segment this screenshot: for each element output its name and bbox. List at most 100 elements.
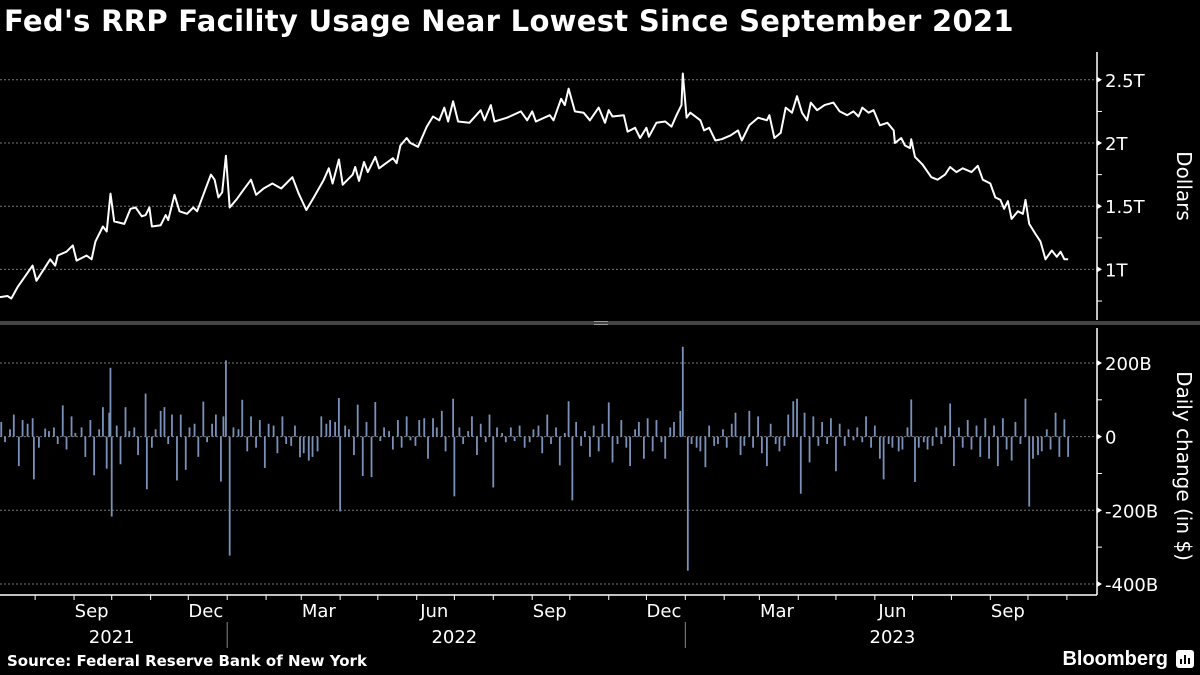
daily-change-bar <box>1005 436 1008 450</box>
daily-change-bar <box>294 425 296 437</box>
daily-change-bar <box>353 436 355 456</box>
daily-change-bar <box>799 436 802 494</box>
daily-change-bar <box>361 436 364 477</box>
daily-change-bar <box>1037 436 1039 456</box>
daily-change-bar <box>241 399 244 437</box>
daily-change-bar <box>108 412 111 437</box>
daily-change-bar <box>537 425 540 437</box>
daily-change-bar <box>467 431 470 437</box>
daily-change-bar <box>89 420 92 437</box>
daily-change-bar <box>686 436 689 571</box>
daily-change-bar <box>405 416 408 437</box>
daily-change-bar <box>739 436 742 456</box>
daily-change-bar <box>414 436 417 446</box>
daily-change-bar <box>1024 398 1027 437</box>
source-note: Source: Federal Reserve Bank of New York <box>7 652 367 670</box>
daily-change-bar <box>320 416 323 437</box>
daily-change-bar <box>290 436 293 446</box>
daily-change-bar <box>281 416 284 437</box>
daily-change-bar <box>708 425 711 437</box>
daily-change-bar <box>159 410 162 437</box>
daily-change-bar <box>267 423 270 437</box>
daily-change-bar <box>391 436 394 450</box>
daily-change-bar <box>906 427 909 437</box>
daily-change-bar <box>949 403 952 437</box>
daily-change-bar <box>171 414 173 437</box>
daily-change-bar <box>379 436 382 442</box>
daily-change-bar <box>396 420 399 437</box>
daily-change-bar <box>220 436 222 482</box>
daily-change-bar <box>374 402 377 437</box>
separator-handle-icon[interactable] <box>594 321 608 325</box>
daily-change-bar <box>935 427 938 437</box>
daily-change-bar <box>479 423 482 437</box>
x-year-label: 2022 <box>431 627 477 648</box>
daily-change-bar <box>826 436 829 445</box>
daily-change-bar <box>961 436 964 448</box>
daily-change-bar <box>179 414 182 437</box>
daily-change-bar <box>1063 419 1066 437</box>
daily-change-bar <box>84 436 87 457</box>
daily-change-bar <box>255 436 257 448</box>
daily-change-bar <box>988 436 990 459</box>
bottom-y-axis-title: Daily change (in $) <box>1172 371 1196 561</box>
daily-change-bar <box>400 436 403 448</box>
daily-change-bar <box>61 405 64 437</box>
daily-change-bar <box>704 436 707 468</box>
daily-change-bar <box>760 436 763 454</box>
daily-change-bar <box>583 431 586 437</box>
daily-change-bar <box>669 427 672 437</box>
top-tick-label: 1T <box>1105 260 1128 281</box>
daily-change-bar <box>699 436 702 452</box>
daily-change-bar <box>611 436 614 463</box>
daily-change-bar <box>589 436 591 457</box>
daily-change-bar <box>48 431 50 437</box>
daily-change-bar <box>792 401 795 437</box>
daily-change-bar <box>144 393 147 437</box>
daily-change-bar <box>365 421 368 437</box>
daily-change-bar <box>673 421 675 437</box>
daily-change-bar <box>984 418 987 437</box>
daily-change-bar <box>9 429 11 437</box>
daily-change-bar <box>167 436 170 445</box>
daily-change-bar <box>852 436 855 441</box>
daily-change-bar <box>4 436 6 443</box>
daily-change-bar <box>664 436 667 459</box>
daily-change-bar <box>803 412 806 437</box>
daily-change-bar <box>302 436 305 454</box>
daily-change-bar <box>232 427 235 437</box>
daily-change-bar <box>931 436 934 446</box>
daily-change-bar <box>769 423 772 437</box>
daily-change-bar <box>774 436 777 445</box>
daily-change-bar <box>316 436 319 452</box>
x-month-label: Sep <box>75 601 109 622</box>
daily-change-bar <box>206 436 208 443</box>
daily-change-bar <box>926 436 929 450</box>
daily-change-bar <box>476 436 478 456</box>
daily-change-bar <box>263 436 266 468</box>
x-month-label: Sep <box>533 601 567 622</box>
x-month-label: Sep <box>991 601 1025 622</box>
daily-change-bar <box>21 420 24 437</box>
daily-change-bar <box>558 436 561 466</box>
daily-change-bar <box>541 436 544 454</box>
daily-change-bar <box>996 436 999 467</box>
daily-change-bar <box>1054 412 1057 437</box>
x-month-label: Dec <box>647 601 682 622</box>
daily-change-bar <box>725 436 728 448</box>
bottom-tick <box>1097 580 1102 587</box>
daily-change-bar <box>592 425 595 437</box>
x-year-label: 2021 <box>89 627 135 648</box>
top-panel-grid <box>0 79 1097 270</box>
bloomberg-chart-icon <box>1176 650 1194 668</box>
bottom-tick-label: 200B <box>1105 354 1152 375</box>
x-month-label: Dec <box>188 601 223 622</box>
daily-change-bar <box>237 429 240 437</box>
daily-change-bar <box>12 414 15 437</box>
top-tick <box>1097 76 1102 83</box>
daily-change-bar <box>307 436 310 461</box>
daily-change-bar <box>133 427 136 437</box>
daily-change-bar <box>93 436 96 476</box>
x-month-label: Jun <box>877 601 906 622</box>
